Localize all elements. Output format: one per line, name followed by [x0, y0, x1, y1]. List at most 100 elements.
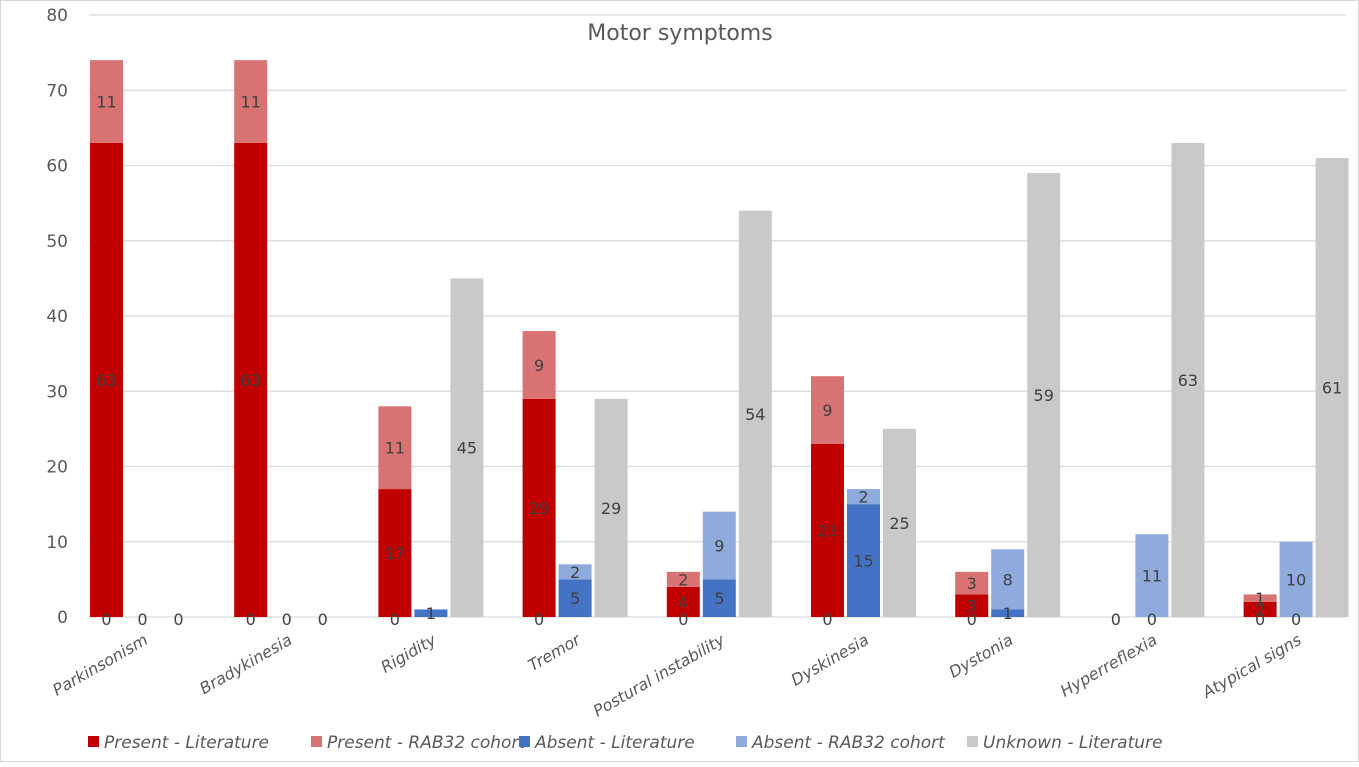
bars: [90, 60, 1349, 618]
data-label: 54: [745, 405, 765, 424]
legend-label: Present - Literature: [104, 733, 269, 753]
x-tick-label: Tremor: [525, 629, 585, 675]
data-label: 25: [889, 514, 909, 533]
baseline-data-label: 0: [1111, 610, 1121, 629]
bar-present-rab32-cohort: [811, 376, 844, 444]
data-label: 29: [529, 499, 549, 518]
y-tick-label: 30: [46, 382, 68, 402]
data-label: 1: [1255, 589, 1265, 608]
data-label: 17: [385, 544, 405, 563]
data-label: 23: [817, 521, 837, 540]
data-label: 11: [385, 439, 405, 458]
x-tick-label: Bradykinesia: [196, 630, 295, 698]
data-label: 4: [678, 593, 688, 612]
x-tick-label: Postural instability: [590, 630, 728, 721]
category-group: [378, 278, 484, 617]
baseline-data-label: 0: [1147, 610, 1157, 629]
y-tick-label: 10: [46, 533, 68, 553]
legend-item[interactable]: Absent - RAB32 cohort: [736, 733, 946, 753]
bar-unknown-literature: [738, 210, 772, 617]
baseline-data-label: 0: [390, 610, 400, 629]
bar-present-literature: [811, 443, 844, 617]
bar-present-rab32-cohort: [522, 331, 556, 399]
legend-swatch: [967, 736, 978, 747]
bar-absent-literature: [414, 609, 448, 617]
y-tick-label: 0: [57, 608, 68, 628]
bar-absent-rab32-cohort: [558, 564, 592, 580]
baseline-data-label: 0: [101, 610, 111, 629]
y-tick-label: 50: [46, 232, 68, 252]
baseline-data-label: 0: [678, 610, 688, 629]
data-label: 5: [714, 589, 724, 608]
baseline-data-label: 0: [1291, 610, 1301, 629]
data-label: 45: [457, 439, 477, 458]
bar-unknown-literature: [883, 428, 916, 617]
category-group: [666, 210, 772, 617]
y-tick-label: 40: [46, 307, 68, 327]
legend-item[interactable]: Present - Literature: [88, 733, 269, 753]
data-label: 2: [1255, 600, 1265, 619]
data-label: 3: [967, 597, 977, 616]
bar-present-rab32-cohort: [666, 571, 700, 587]
category-group: [90, 60, 123, 618]
y-tick-label: 20: [46, 458, 68, 478]
bar-absent-rab32-cohort: [1279, 541, 1313, 617]
data-label: 63: [1178, 371, 1198, 390]
y-axis-ticks: 0 10 20 30 40 50 60 70 80: [46, 6, 68, 628]
legend-item[interactable]: Present - RAB32 cohort: [311, 733, 526, 753]
category-group: [1243, 157, 1349, 617]
data-label: 2: [678, 570, 688, 589]
baseline-data-label: 0: [822, 610, 832, 629]
bar-present-literature: [522, 398, 556, 617]
data-label: 9: [534, 356, 544, 375]
bar-unknown-literature: [450, 278, 484, 617]
bar-absent-literature: [702, 579, 736, 617]
bar-present-literature: [378, 489, 412, 617]
bar-present-literature: [666, 586, 700, 617]
bar-present-literature: [955, 594, 989, 617]
bar-absent-rab32-cohort: [1135, 534, 1169, 617]
bar-present-rab32-cohort: [955, 571, 989, 595]
bar-present-rab32-cohort: [1243, 594, 1277, 602]
baseline-data-label: 0: [318, 610, 328, 629]
legend-label: Unknown - Literature: [983, 733, 1162, 753]
bar-absent-literature: [991, 609, 1025, 617]
bar-present-literature: [234, 142, 268, 618]
category-group: [522, 331, 628, 617]
data-label: 5: [570, 589, 580, 608]
data-label: 1: [426, 604, 436, 623]
data-label: 61: [1322, 378, 1342, 397]
data-label: 11: [1142, 567, 1162, 586]
data-label: 59: [1034, 386, 1054, 405]
baseline-data-label: 0: [1255, 610, 1265, 629]
legend-swatch: [736, 736, 747, 747]
baseline-data-label: 0: [282, 610, 292, 629]
legend-item[interactable]: Absent - Literature: [519, 733, 695, 753]
data-label: 29: [601, 499, 621, 518]
legend-item[interactable]: Unknown - Literature: [967, 733, 1162, 753]
bar-present-rab32-cohort: [234, 60, 268, 143]
data-label: 9: [822, 401, 832, 420]
x-tick-label: Dystonia: [946, 630, 1017, 682]
data-label: 15: [853, 552, 873, 571]
bar-present-literature: [90, 142, 123, 618]
data-label: 63: [241, 371, 261, 390]
y-tick-label: 70: [46, 81, 68, 101]
bar-absent-literature: [558, 579, 592, 617]
data-label: 11: [96, 93, 116, 112]
gridlines: [89, 14, 1346, 618]
x-tick-label: Rigidity: [377, 630, 439, 677]
bar-present-rab32-cohort: [378, 406, 412, 490]
bar-unknown-literature: [1027, 173, 1061, 617]
baseline-data-label: 0: [246, 610, 256, 629]
bar-unknown-literature: [1171, 142, 1205, 618]
bar-absent-rab32-cohort: [702, 511, 736, 580]
data-label: 9: [714, 537, 724, 556]
bar-present-literature: [1243, 601, 1277, 617]
x-tick-label: Atypical signs: [1198, 630, 1304, 702]
legend: Present - Literature Present - RAB32 coho…: [88, 733, 1162, 753]
x-axis-ticks: Parkinsonism Bradykinesia Rigidity Tremor Po…: [49, 629, 1304, 720]
legend-label: Absent - Literature: [534, 733, 695, 753]
